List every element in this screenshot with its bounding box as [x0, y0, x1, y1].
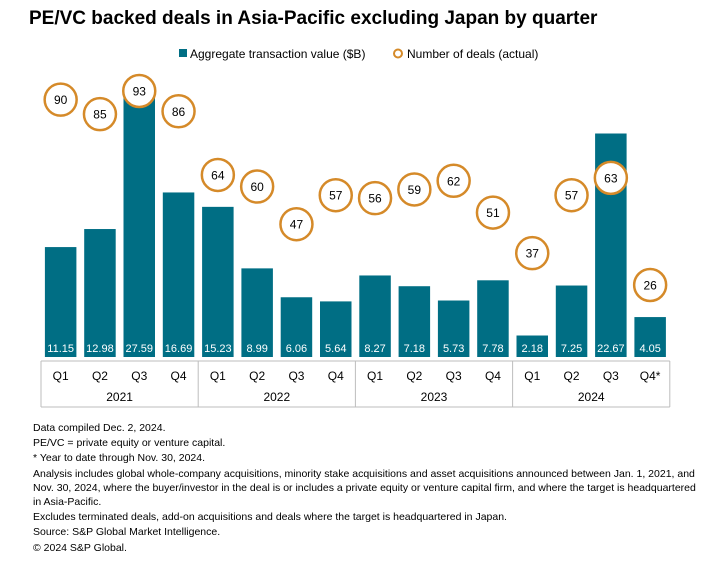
bar	[516, 335, 548, 357]
bar	[280, 297, 313, 357]
bar	[202, 206, 234, 357]
bar	[84, 229, 116, 357]
x-tick-label: Q2	[92, 369, 108, 383]
bar	[437, 300, 470, 357]
bar-value-label: 6.06	[286, 343, 307, 355]
x-tick-label: Q4	[485, 369, 501, 383]
deal-count-marker	[161, 94, 196, 129]
x-tick-label: Q1	[367, 369, 383, 383]
bar-value-label: 8.27	[364, 343, 385, 355]
chart-note: * Year to date through Nov. 30, 2024.	[33, 452, 206, 465]
chart-note: Excludes terminated deals, add-on acquis…	[33, 511, 507, 524]
deal-count-marker	[122, 73, 157, 109]
chart-note: Data compiled Dec. 2, 2024.	[33, 422, 166, 434]
bar-value-label: 7.18	[404, 343, 425, 355]
bar-value-label: 5.73	[443, 343, 464, 355]
bar-value-label: 16.69	[165, 343, 193, 355]
deal-count-label: 59	[408, 183, 422, 197]
x-tick-label: Q2	[564, 369, 580, 383]
deal-count-label: 85	[93, 108, 107, 122]
deal-count-marker	[279, 206, 314, 242]
deal-count-label: 64	[211, 168, 225, 182]
x-tick-label: Q4	[171, 369, 187, 383]
bar	[634, 317, 666, 357]
deal-count-label: 86	[172, 105, 186, 119]
deal-count-marker	[554, 177, 589, 213]
bar-value-label: 11.15	[47, 343, 74, 355]
deal-count-marker	[357, 180, 393, 216]
bar	[477, 280, 509, 357]
bar-value-label: 15.23	[204, 343, 232, 355]
deal-count-label: 62	[447, 174, 461, 188]
deal-count-marker	[397, 172, 432, 207]
deal-count-marker	[593, 160, 629, 196]
deal-count-marker	[475, 195, 511, 230]
deal-count-label: 90	[54, 93, 68, 107]
legend-swatch-bars	[179, 49, 187, 57]
x-group-label: 2022	[263, 390, 290, 404]
deal-count-label: 63	[604, 171, 618, 185]
deal-count-label: 60	[250, 180, 264, 194]
deal-count-label: 93	[133, 85, 147, 99]
deal-count-label: 56	[368, 192, 382, 206]
deal-count-label: 57	[565, 189, 579, 203]
deal-count-label: 37	[526, 247, 540, 261]
x-tick-label: Q4	[328, 369, 344, 383]
deal-count-marker	[200, 157, 236, 193]
deal-count-label: 47	[290, 218, 304, 232]
x-tick-label: Q1	[210, 369, 226, 383]
bar-value-label: 27.59	[125, 343, 153, 355]
x-tick-label: Q3	[288, 369, 304, 383]
chart-note: Source: S&P Global Market Intelligence.	[33, 526, 221, 539]
bar-value-label: 12.98	[86, 343, 114, 355]
x-tick-label: Q2	[249, 369, 265, 383]
bar	[44, 247, 77, 357]
bar	[320, 301, 352, 357]
chart: Aggregate transaction value ($B) Number o…	[40, 47, 671, 408]
bar-value-label: 7.78	[482, 343, 503, 355]
legend-swatch-deals	[393, 48, 403, 59]
bar-value-label: 4.05	[639, 343, 660, 355]
deal-count-marker	[82, 96, 118, 132]
x-group-label: 2023	[421, 390, 448, 404]
bar-value-label: 5.64	[325, 343, 346, 355]
chart-notes: Data compiled Dec. 2, 2024. PE/VC = priva…	[33, 421, 705, 556]
deal-count-label: 51	[486, 206, 500, 220]
chart-title: PE/VC backed deals in Asia-Pacific exclu…	[29, 8, 598, 29]
x-tick-label: Q1	[53, 369, 69, 383]
x-group-label: 2024	[578, 390, 605, 404]
x-tick-label: Q3	[603, 369, 619, 383]
bar-value-label: 8.99	[246, 343, 267, 355]
x-tick-label: Q3	[131, 369, 147, 383]
deal-count-marker	[632, 267, 668, 303]
x-tick-label: Q2	[406, 369, 422, 383]
bar	[241, 268, 273, 357]
deal-count-label: 26	[643, 279, 657, 293]
bar	[359, 275, 391, 357]
bar	[555, 285, 588, 357]
x-tick-label: Q3	[446, 369, 462, 383]
bar-value-label: 7.25	[561, 343, 582, 355]
deal-count-marker	[515, 235, 550, 271]
x-tick-label: Q1	[524, 369, 540, 383]
bar	[398, 286, 431, 357]
bar-value-label: 22.67	[597, 343, 625, 355]
deal-count-marker	[239, 169, 275, 204]
chart-note: PE/VC = private equity or venture capita…	[33, 437, 226, 450]
deal-count-label: 57	[329, 189, 343, 203]
deal-count-marker	[436, 163, 471, 199]
bar	[162, 192, 195, 357]
bar	[123, 85, 155, 357]
deal-count-marker	[43, 82, 78, 117]
deal-count-marker	[318, 177, 353, 213]
chart-note: Analysis includes global whole-company a…	[33, 467, 696, 509]
x-tick-label: Q4*	[640, 369, 661, 383]
chart-note: © 2024 S&P Global.	[33, 541, 127, 554]
bar-value-label: 2.18	[522, 343, 543, 355]
legend-label-bars: Aggregate transaction value ($B)	[190, 47, 365, 61]
legend-label-deals: Number of deals (actual)	[407, 47, 538, 61]
x-group-label: 2021	[106, 390, 133, 404]
